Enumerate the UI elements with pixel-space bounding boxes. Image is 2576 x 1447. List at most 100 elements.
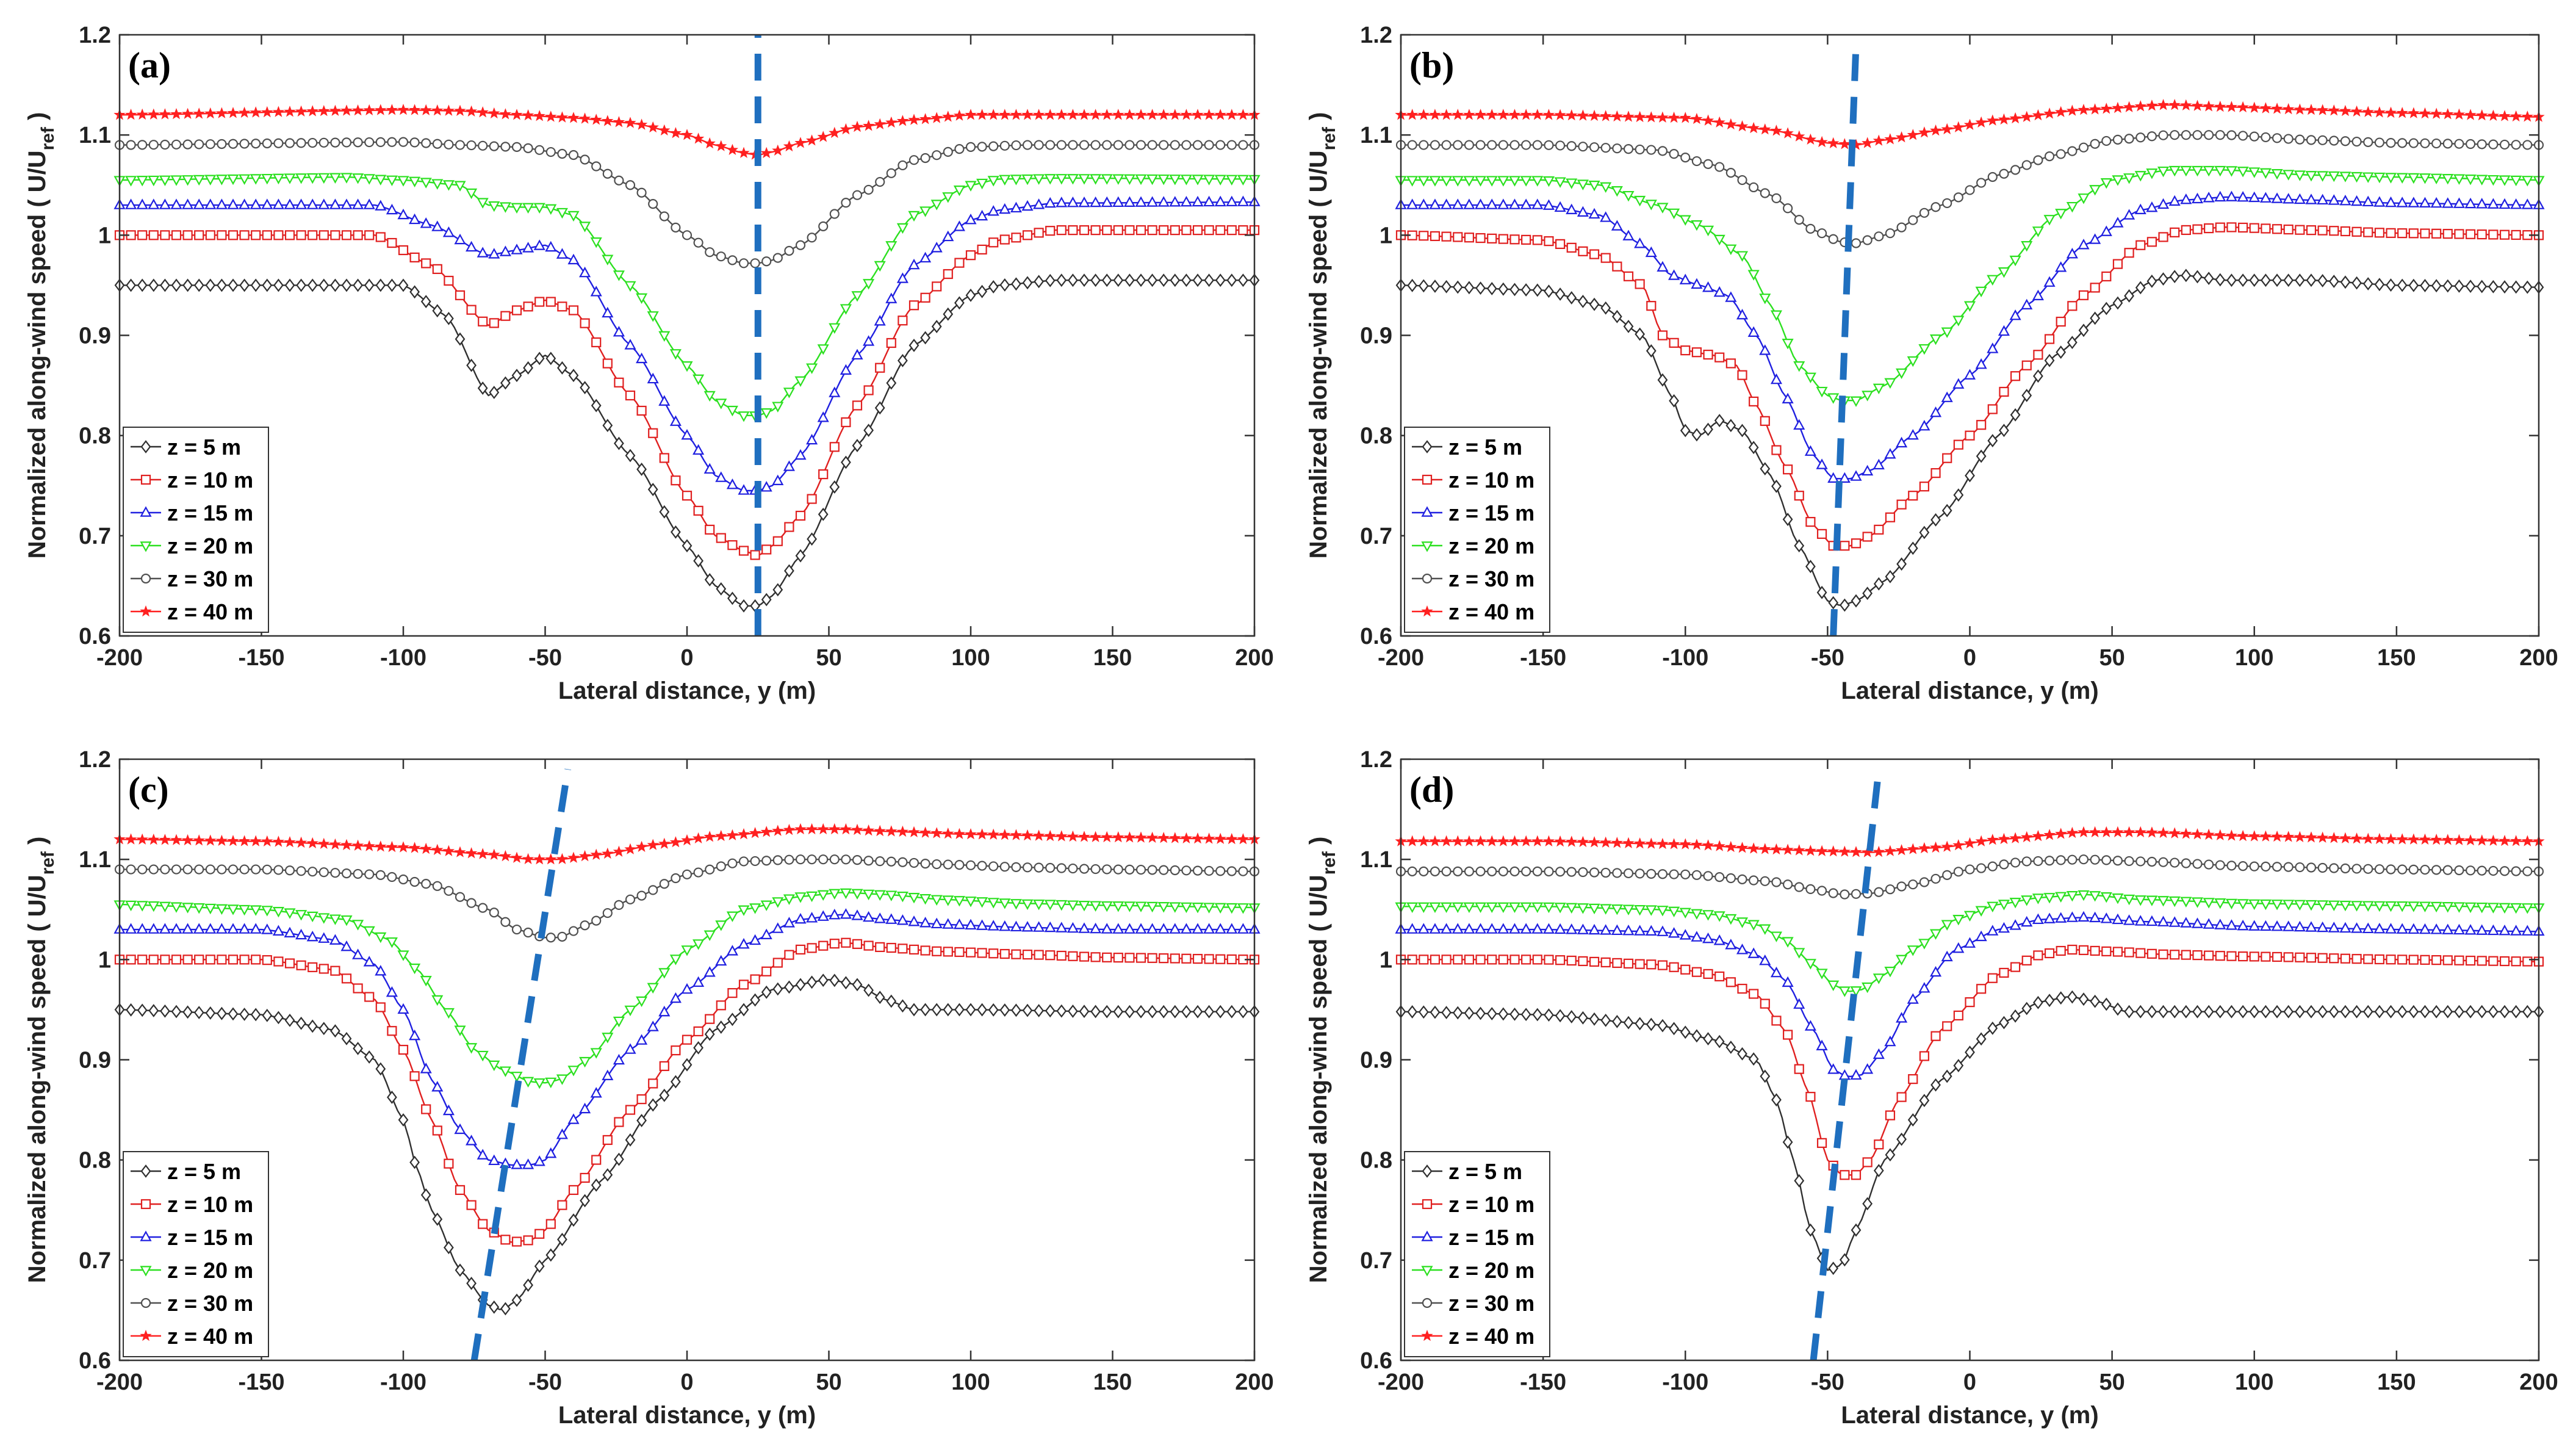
data-point: [977, 284, 987, 298]
data-point: [1180, 832, 1193, 844]
data-point: [1929, 929, 1942, 940]
data-point: [2442, 108, 2454, 120]
data-point: [1759, 924, 1771, 935]
data-point: [500, 1235, 511, 1245]
data-point: [1157, 196, 1170, 207]
data-point: [1919, 1094, 1930, 1108]
data-point: [1192, 140, 1203, 150]
legend-label: z = 15 m: [1448, 500, 1534, 525]
legend-marker: [1422, 440, 1433, 453]
data-point: [2158, 232, 2168, 242]
data-point: [1554, 903, 1566, 914]
data-point: [1635, 868, 1645, 879]
data-point: [726, 405, 738, 417]
data-point: [1749, 989, 1759, 999]
data-point: [2374, 228, 2384, 238]
data-point: [1873, 1164, 1884, 1178]
data-point: [1908, 215, 1918, 225]
data-point: [682, 1034, 693, 1045]
data-point: [557, 1200, 567, 1210]
data-point: [205, 954, 215, 965]
data-point: [807, 943, 817, 953]
data-point: [647, 1098, 658, 1112]
data-point: [2157, 166, 2170, 178]
data-point: [2112, 175, 2124, 186]
data-point: [1691, 220, 1703, 231]
data-point: [829, 386, 841, 397]
data-point: [2271, 900, 2283, 911]
data-point: [1181, 273, 1192, 287]
data-point: [2442, 902, 2454, 913]
data-point: [1112, 174, 1124, 185]
data-point: [1204, 140, 1214, 150]
data-point: [1805, 517, 1816, 527]
data-point: [2157, 826, 2170, 839]
data-point: [2169, 270, 2180, 284]
data-point: [1474, 835, 1487, 846]
data-point: [2123, 894, 2135, 906]
data-point: [1669, 337, 1679, 348]
legend-label: z = 30 m: [1448, 1291, 1534, 1316]
legend-box: [1404, 1151, 1550, 1357]
data-point: [500, 311, 511, 321]
data-point: [1531, 198, 1544, 209]
data-point: [1135, 225, 1146, 236]
data-point: [783, 460, 795, 471]
data-point: [1839, 598, 1850, 612]
y-tick-label: 0.8: [79, 1148, 111, 1174]
x-tick-label: -50: [528, 645, 562, 671]
data-point: [703, 391, 716, 402]
data-point: [1713, 840, 1725, 851]
data-point: [2259, 168, 2272, 179]
data-point: [1204, 865, 1214, 876]
data-point: [1851, 538, 1862, 549]
data-point: [1987, 901, 1999, 912]
data-point: [750, 993, 760, 1007]
data-point: [1238, 866, 1248, 876]
data-point: [148, 108, 160, 120]
data-point: [590, 286, 602, 297]
data-point: [1566, 109, 1578, 121]
x-tick-label: 0: [1963, 1369, 1976, 1395]
data-point: [1760, 462, 1771, 476]
data-point: [1544, 236, 1554, 247]
data-point: [738, 146, 750, 158]
data-point: [2522, 140, 2533, 150]
data-point: [1157, 923, 1170, 934]
data-point: [738, 546, 749, 556]
data-point: [228, 1007, 239, 1021]
data-point: [341, 137, 352, 148]
data-point: [1919, 525, 1930, 539]
data-point: [1804, 959, 1816, 970]
data-point: [727, 858, 738, 868]
data-point: [2283, 170, 2295, 181]
data-point: [2032, 913, 2044, 925]
data-point: [511, 244, 523, 254]
data-point: [1645, 905, 1657, 916]
data-point: [477, 247, 489, 258]
data-point: [841, 937, 851, 948]
data-point: [1611, 309, 1622, 323]
data-point: [2010, 165, 2021, 175]
data-point: [681, 361, 693, 372]
data-point: [2225, 101, 2238, 112]
data-point: [1998, 922, 2010, 933]
data-point: [1918, 420, 1930, 431]
data-point: [1987, 275, 1999, 286]
data-point: [2339, 900, 2351, 912]
data-point: [420, 1188, 431, 1202]
data-point: [1804, 133, 1817, 145]
data-point: [726, 911, 738, 922]
data-point: [942, 827, 954, 839]
data-point: [1544, 1008, 1554, 1022]
data-point: [987, 176, 999, 187]
data-point: [2317, 862, 2328, 873]
data-point: [296, 278, 306, 292]
data-point: [2351, 136, 2362, 147]
data-point: [545, 933, 556, 943]
data-point: [2477, 956, 2487, 966]
data-point: [2192, 859, 2203, 869]
data-point: [829, 480, 840, 494]
data-point: [2328, 900, 2340, 911]
data-point: [387, 137, 397, 147]
